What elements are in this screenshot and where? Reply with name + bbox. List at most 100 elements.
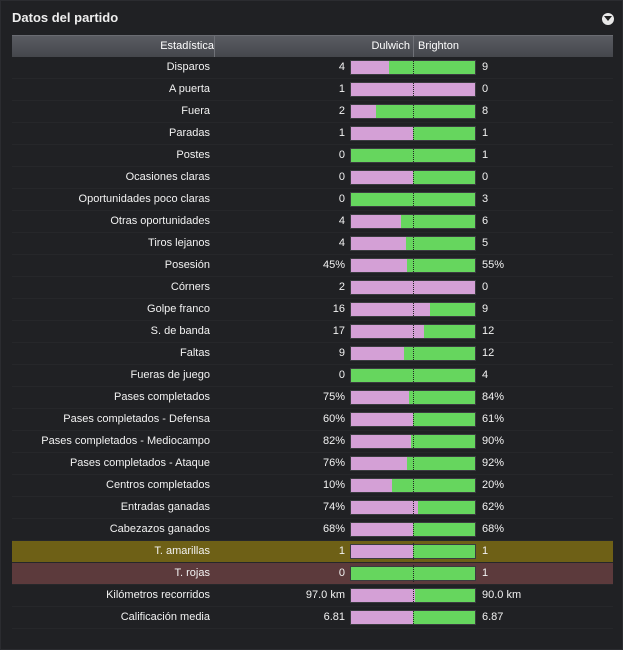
home-bar-fill	[351, 479, 392, 492]
away-value: 1	[482, 149, 489, 161]
stat-label: Ocasiones claras	[125, 171, 210, 183]
comparison-bar	[350, 301, 476, 318]
away-value: 0	[482, 171, 489, 183]
home-value: 16	[332, 303, 345, 315]
stat-row: Paradas 1 1	[12, 123, 613, 145]
column-header-home-team[interactable]: Dulwich	[371, 40, 410, 52]
away-value: 8	[482, 105, 489, 117]
bar-midline	[413, 191, 414, 208]
comparison-bar	[350, 191, 476, 208]
stat-row: Pases completados - Defensa 60% 61%	[12, 409, 613, 431]
stat-label: Posesión	[164, 259, 210, 271]
home-value: 9	[338, 347, 345, 359]
home-value: 6.81	[323, 611, 345, 623]
home-bar-fill	[351, 589, 416, 602]
home-value: 76%	[322, 457, 345, 469]
stat-label: Tiros lejanos	[148, 237, 210, 249]
stat-label: Entradas ganadas	[120, 501, 210, 513]
home-value: 97.0 km	[305, 589, 345, 601]
stat-row: Pases completados - Mediocampo 82% 90%	[12, 431, 613, 453]
home-bar-fill	[351, 171, 413, 184]
away-value: 5	[482, 237, 489, 249]
stat-row: Faltas 9 12	[12, 343, 613, 365]
comparison-bar	[350, 323, 476, 340]
comparison-bar	[350, 521, 476, 538]
bar-midline	[413, 279, 414, 296]
stat-row: Entradas ganadas 74% 62%	[12, 497, 613, 519]
home-value: 1	[338, 545, 345, 557]
away-value: 3	[482, 193, 489, 205]
bar-midline	[413, 147, 414, 164]
home-value: 82%	[322, 435, 345, 447]
away-value: 0	[482, 281, 489, 293]
comparison-bar	[350, 169, 476, 186]
bar-midline	[413, 477, 414, 494]
bar-midline	[413, 389, 414, 406]
comparison-bar	[350, 411, 476, 428]
stat-label: Oportunidades poco claras	[78, 193, 210, 205]
stat-row: Fuera 2 8	[12, 101, 613, 123]
away-value: 92%	[482, 457, 505, 469]
away-value: 61%	[482, 413, 505, 425]
home-bar-fill	[351, 391, 410, 404]
stat-label: Golpe franco	[147, 303, 210, 315]
home-value: 0	[338, 149, 345, 161]
away-value: 84%	[482, 391, 505, 403]
away-value: 9	[482, 61, 489, 73]
home-bar-fill	[351, 347, 405, 360]
comparison-bar	[350, 103, 476, 120]
comparison-bar	[350, 609, 476, 626]
stat-label: Kilómetros recorridos	[106, 589, 210, 601]
column-header-away-team[interactable]: Brighton	[418, 40, 459, 52]
bar-midline	[413, 411, 414, 428]
bar-midline	[413, 169, 414, 186]
column-divider	[413, 36, 414, 57]
home-value: 0	[338, 369, 345, 381]
bar-midline	[413, 125, 414, 142]
stat-row: Tiros lejanos 4 5	[12, 233, 613, 255]
bar-midline	[413, 565, 414, 582]
bar-midline	[413, 499, 414, 516]
stat-label: Otras oportunidades	[110, 215, 210, 227]
column-header-stat[interactable]: Estadística	[160, 40, 214, 52]
home-value: 74%	[322, 501, 345, 513]
home-value: 75%	[322, 391, 345, 403]
comparison-bar	[350, 235, 476, 252]
home-value: 0	[338, 567, 345, 579]
away-value: 20%	[482, 479, 505, 491]
home-value: 10%	[322, 479, 345, 491]
comparison-bar	[350, 587, 476, 604]
comparison-bar	[350, 367, 476, 384]
stat-label: Centros completados	[106, 479, 210, 491]
stat-label: Cabezazos ganados	[109, 523, 210, 535]
stat-row: T. amarillas 1 1	[12, 541, 613, 563]
away-value: 1	[482, 127, 489, 139]
stat-row: Ocasiones claras 0 0	[12, 167, 613, 189]
away-value: 0	[482, 83, 489, 95]
stat-row: Córners 2 0	[12, 277, 613, 299]
comparison-bar	[350, 59, 476, 76]
home-value: 0	[338, 193, 345, 205]
away-value: 90.0 km	[482, 589, 522, 601]
home-bar-fill	[351, 501, 418, 514]
home-value: 68%	[322, 523, 345, 535]
stat-row: Posesión 45% 55%	[12, 255, 613, 277]
stat-label: Postes	[176, 149, 210, 161]
comparison-bar	[350, 477, 476, 494]
stat-label: Fuera	[181, 105, 210, 117]
panel-title: Datos del partido	[12, 10, 119, 25]
home-value: 60%	[322, 413, 345, 425]
bar-midline	[413, 213, 414, 230]
away-value: 12	[482, 347, 495, 359]
away-value: 1	[482, 567, 489, 579]
home-bar-fill	[351, 325, 425, 338]
stat-label: Pases completados - Mediocampo	[41, 435, 210, 447]
comparison-bar	[350, 345, 476, 362]
home-bar-fill	[351, 523, 413, 536]
away-value: 55%	[482, 259, 505, 271]
stat-label: Fueras de juego	[130, 369, 211, 381]
stat-label: T. rojas	[174, 567, 210, 579]
chevron-down-icon[interactable]	[602, 13, 614, 25]
stat-row: Fueras de juego 0 4	[12, 365, 613, 387]
away-value: 4	[482, 369, 489, 381]
